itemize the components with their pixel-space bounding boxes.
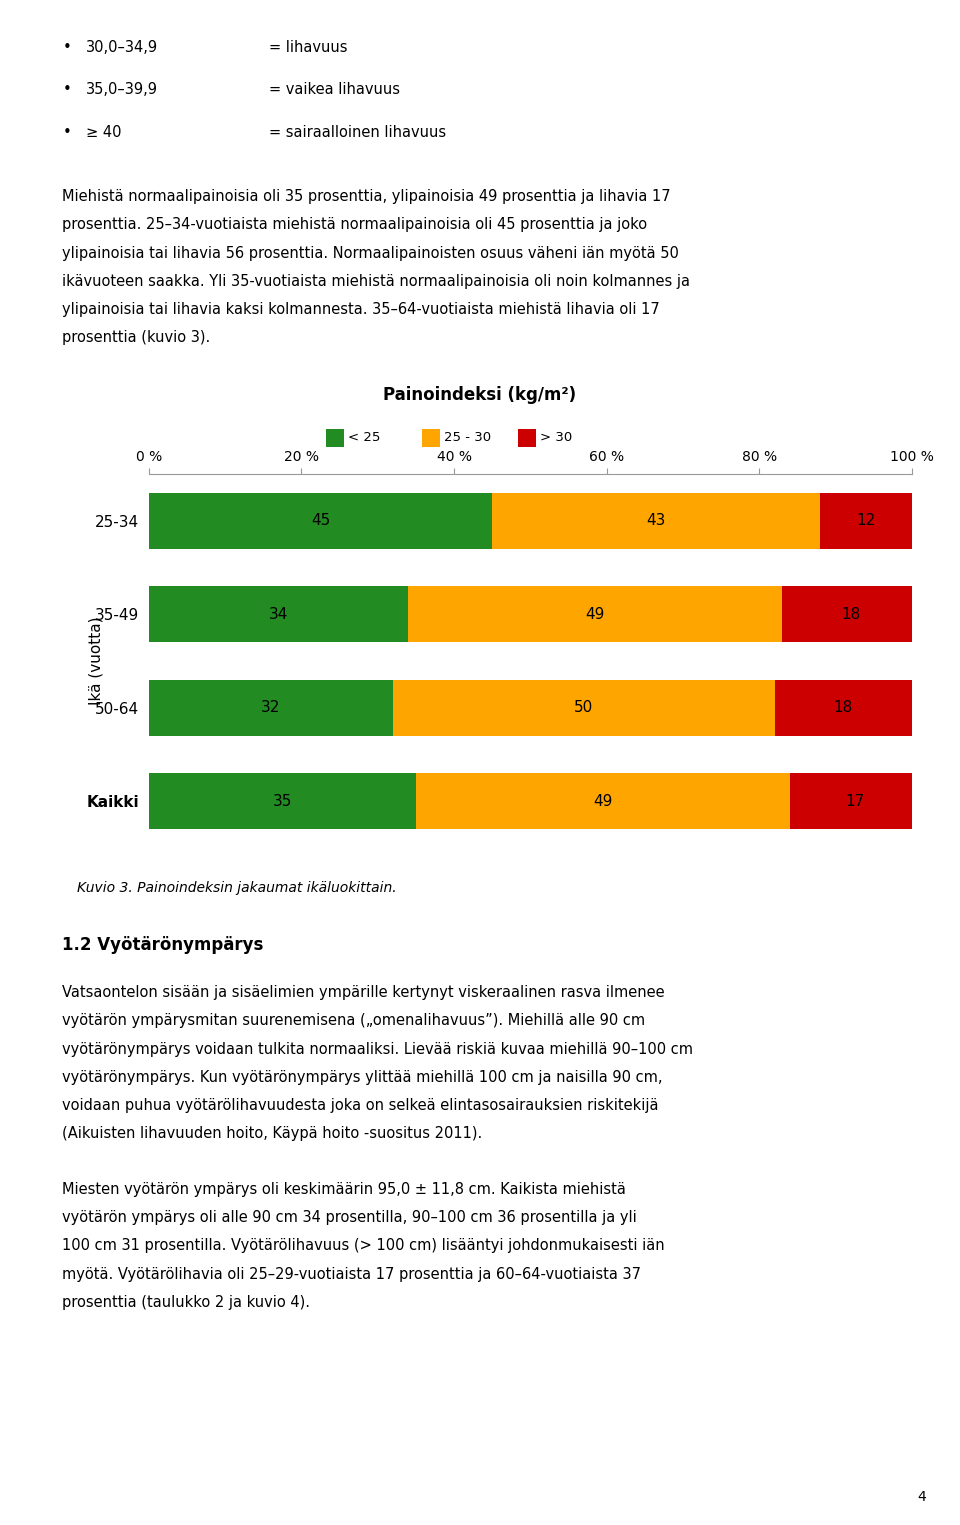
Bar xyxy=(782,586,920,642)
FancyBboxPatch shape xyxy=(422,429,440,447)
FancyBboxPatch shape xyxy=(518,429,536,447)
Text: > 30: > 30 xyxy=(540,432,573,444)
Text: (Aikuisten lihavuuden hoito, Käypä hoito -suositus 2011).: (Aikuisten lihavuuden hoito, Käypä hoito… xyxy=(62,1125,483,1141)
Text: 34: 34 xyxy=(269,607,288,622)
Text: Miehistä normaalipainoisia oli 35 prosenttia, ylipainoisia 49 prosenttia ja liha: Miehistä normaalipainoisia oli 35 prosen… xyxy=(62,189,671,204)
Text: prosenttia (taulukko 2 ja kuvio 4).: prosenttia (taulukko 2 ja kuvio 4). xyxy=(62,1295,310,1310)
Text: 4: 4 xyxy=(918,1490,926,1504)
Text: < 25: < 25 xyxy=(348,432,381,444)
Text: 35: 35 xyxy=(273,793,292,808)
Text: 49: 49 xyxy=(593,793,612,808)
Bar xyxy=(790,773,920,830)
Text: 25 - 30: 25 - 30 xyxy=(444,432,492,444)
Text: vyötärönympärys. Kun vyötärönympärys ylittää miehillä 100 cm ja naisilla 90 cm,: vyötärönympärys. Kun vyötärönympärys yli… xyxy=(62,1071,663,1084)
Text: •: • xyxy=(62,82,71,98)
Text: ylipainoisia tai lihavia kaksi kolmannesta. 35–64-vuotiaista miehistä lihavia ol: ylipainoisia tai lihavia kaksi kolmannes… xyxy=(62,302,660,317)
Bar xyxy=(149,493,492,549)
Text: 12: 12 xyxy=(856,514,876,529)
Text: Vatsaontelon sisään ja sisäelimien ympärille kertynyt viskeraalinen rasva ilmene: Vatsaontelon sisään ja sisäelimien ympär… xyxy=(62,985,665,1000)
Bar xyxy=(416,773,790,830)
Text: = lihavuus: = lihavuus xyxy=(269,40,348,55)
Text: prosenttia (kuvio 3).: prosenttia (kuvio 3). xyxy=(62,329,210,345)
Text: ylipainoisia tai lihavia 56 prosenttia. Normaalipainoisten osuus väheni iän myöt: ylipainoisia tai lihavia 56 prosenttia. … xyxy=(62,246,680,261)
Text: vyötärönympärys voidaan tulkita normaaliksi. Lievää riskiä kuvaa miehillä 90–100: vyötärönympärys voidaan tulkita normaali… xyxy=(62,1042,693,1057)
Bar xyxy=(149,680,393,735)
Text: ikävuoteen saakka. Yli 35-vuotiaista miehistä normaalipainoisia oli noin kolmann: ikävuoteen saakka. Yli 35-vuotiaista mie… xyxy=(62,274,690,288)
Text: voidaan puhua vyötärölihavuudesta joka on selkeä elintasosairauksien riskitekijä: voidaan puhua vyötärölihavuudesta joka o… xyxy=(62,1098,659,1113)
Text: vyötärön ympärysmitan suurenemisena („omenalihavuus”). Miehillä alle 90 cm: vyötärön ympärysmitan suurenemisena („om… xyxy=(62,1013,645,1028)
Bar xyxy=(821,493,912,549)
Bar xyxy=(492,493,821,549)
Text: Miesten vyötärön ympärys oli keskimäärin 95,0 ± 11,8 cm. Kaikista miehistä: Miesten vyötärön ympärys oli keskimäärin… xyxy=(62,1182,626,1197)
Text: 17: 17 xyxy=(845,793,864,808)
Text: Painoindeksi (kg/m²): Painoindeksi (kg/m²) xyxy=(383,386,577,404)
Text: vyötärön ympärys oli alle 90 cm 34 prosentilla, 90–100 cm 36 prosentilla ja yli: vyötärön ympärys oli alle 90 cm 34 prose… xyxy=(62,1211,637,1225)
Text: 30,0–34,9: 30,0–34,9 xyxy=(86,40,158,55)
Text: 43: 43 xyxy=(647,514,666,529)
Text: 35,0–39,9: 35,0–39,9 xyxy=(86,82,158,98)
Text: = vaikea lihavuus: = vaikea lihavuus xyxy=(269,82,399,98)
Text: •: • xyxy=(62,125,71,140)
Text: 100 cm 31 prosentilla. Vyötärölihavuus (> 100 cm) lisääntyi johdonmukaisesti iän: 100 cm 31 prosentilla. Vyötärölihavuus (… xyxy=(62,1238,665,1254)
Text: Kuvio 3. Painoindeksin jakaumat ikäluokittain.: Kuvio 3. Painoindeksin jakaumat ikäluoki… xyxy=(77,881,396,895)
Bar xyxy=(408,586,782,642)
Text: Ikä (vuotta): Ikä (vuotta) xyxy=(88,616,104,706)
Text: 50: 50 xyxy=(574,700,593,715)
Bar xyxy=(393,680,775,735)
FancyBboxPatch shape xyxy=(326,429,344,447)
Text: prosenttia. 25–34-vuotiaista miehistä normaalipainoisia oli 45 prosenttia ja jok: prosenttia. 25–34-vuotiaista miehistä no… xyxy=(62,217,648,232)
Text: 18: 18 xyxy=(833,700,852,715)
Text: 49: 49 xyxy=(586,607,605,622)
Text: 1.2 Vyötärönympärys: 1.2 Vyötärönympärys xyxy=(62,936,264,955)
Text: = sairaalloinen lihavuus: = sairaalloinen lihavuus xyxy=(269,125,446,140)
Bar xyxy=(149,586,408,642)
Text: ≥ 40: ≥ 40 xyxy=(86,125,122,140)
Text: myötä. Vyötärölihavia oli 25–29-vuotiaista 17 prosenttia ja 60–64-vuotiaista 37: myötä. Vyötärölihavia oli 25–29-vuotiais… xyxy=(62,1266,641,1281)
Text: •: • xyxy=(62,40,71,55)
Bar xyxy=(149,773,416,830)
Text: 18: 18 xyxy=(841,607,860,622)
Text: 32: 32 xyxy=(261,700,280,715)
Bar xyxy=(775,680,912,735)
Text: 45: 45 xyxy=(311,514,330,529)
